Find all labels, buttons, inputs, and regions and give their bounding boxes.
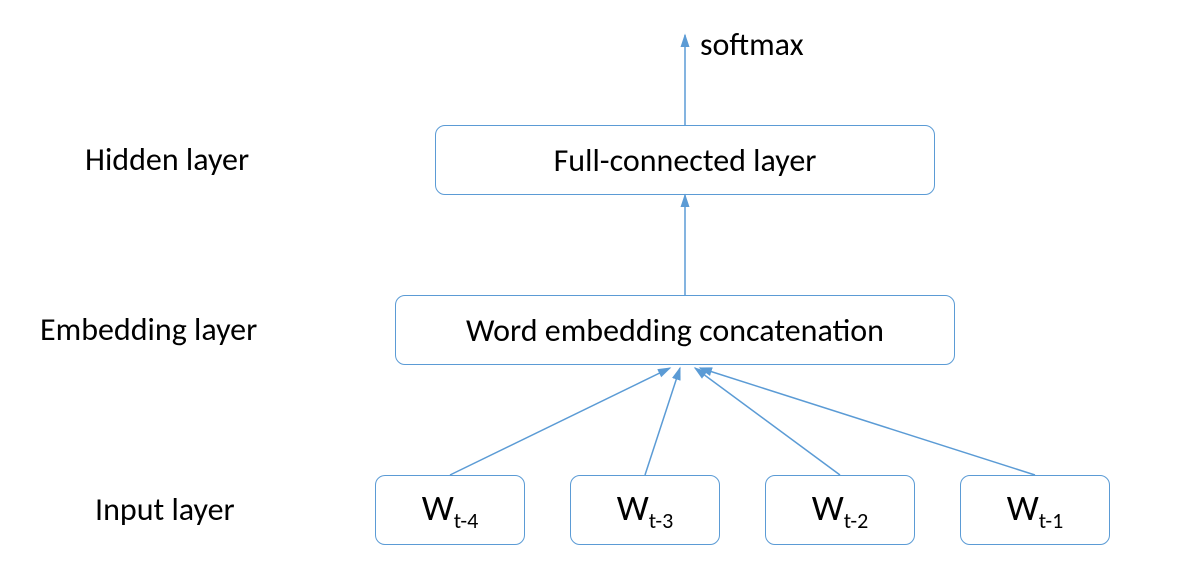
input-wt3-label: Wt-3	[617, 486, 674, 534]
input-box-wt2: Wt-2	[765, 475, 915, 545]
hidden-box-text: Full-connected layer	[554, 141, 817, 180]
arrow-wt4-to-embedding	[450, 368, 670, 475]
input-wt2-label: Wt-2	[812, 486, 869, 534]
input-box-wt4: Wt-4	[375, 475, 525, 545]
input-layer-label: Input layer	[95, 490, 235, 529]
hidden-layer-box: Full-connected layer	[435, 125, 935, 195]
arrow-wt1-to-embedding	[700, 368, 1035, 475]
embedding-box-text: Word embedding concatenation	[466, 311, 884, 350]
arrow-wt2-to-embedding	[695, 368, 840, 475]
hidden-layer-label: Hidden layer	[85, 140, 249, 179]
softmax-label: softmax	[700, 25, 804, 64]
embedding-layer-label: Embedding layer	[40, 310, 257, 349]
input-box-wt1: Wt-1	[960, 475, 1110, 545]
arrow-wt3-to-embedding	[645, 368, 680, 475]
input-wt4-label: Wt-4	[422, 486, 479, 534]
embedding-layer-box: Word embedding concatenation	[395, 295, 955, 365]
input-box-wt3: Wt-3	[570, 475, 720, 545]
input-wt1-label: Wt-1	[1007, 486, 1064, 534]
